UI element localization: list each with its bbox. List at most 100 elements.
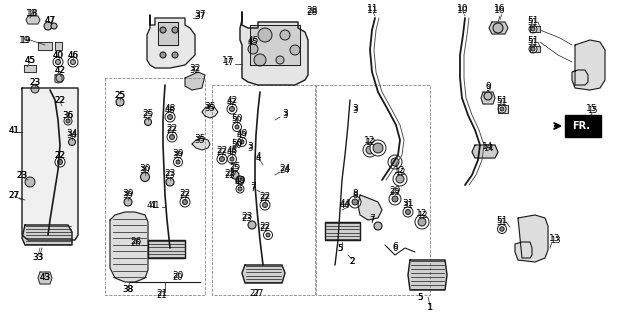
- Circle shape: [227, 104, 237, 114]
- Text: 3: 3: [282, 108, 288, 117]
- Text: 36: 36: [62, 110, 74, 119]
- Circle shape: [389, 193, 401, 205]
- Text: 10: 10: [457, 5, 468, 14]
- Text: 21: 21: [157, 291, 167, 300]
- Circle shape: [64, 117, 72, 125]
- Text: 5: 5: [417, 293, 423, 302]
- Text: 13: 13: [549, 236, 561, 244]
- Circle shape: [363, 143, 377, 157]
- Circle shape: [116, 98, 124, 106]
- Text: 12: 12: [365, 135, 376, 145]
- Text: 35: 35: [205, 101, 216, 110]
- Text: 49: 49: [237, 131, 247, 140]
- Text: 12: 12: [394, 165, 405, 174]
- Circle shape: [232, 123, 242, 132]
- Text: 45: 45: [24, 55, 36, 65]
- Text: 48: 48: [226, 146, 238, 155]
- Text: 23: 23: [241, 212, 253, 220]
- Polygon shape: [202, 106, 218, 118]
- Text: 11: 11: [367, 5, 379, 14]
- Circle shape: [370, 140, 386, 156]
- Text: 5: 5: [337, 244, 342, 252]
- Circle shape: [415, 215, 429, 229]
- Text: 1: 1: [427, 303, 433, 313]
- Text: 41: 41: [9, 125, 19, 134]
- Circle shape: [44, 22, 52, 30]
- Text: 47: 47: [44, 15, 56, 25]
- Circle shape: [165, 112, 175, 122]
- Text: 40: 40: [53, 51, 63, 60]
- Text: 4: 4: [255, 151, 261, 161]
- Polygon shape: [530, 46, 540, 52]
- Text: 7: 7: [369, 213, 375, 222]
- Text: 51: 51: [527, 15, 539, 25]
- Polygon shape: [408, 260, 447, 290]
- Text: 6: 6: [392, 242, 398, 251]
- Polygon shape: [472, 145, 498, 158]
- Text: 17: 17: [222, 58, 234, 67]
- Text: 51: 51: [497, 218, 507, 227]
- Text: 29: 29: [389, 186, 400, 195]
- Polygon shape: [22, 88, 78, 240]
- Text: 22: 22: [180, 190, 190, 199]
- Circle shape: [68, 57, 78, 67]
- Polygon shape: [325, 222, 360, 240]
- Text: 18: 18: [27, 9, 37, 18]
- Text: 5: 5: [417, 293, 423, 302]
- Text: 23: 23: [242, 213, 252, 222]
- Circle shape: [500, 227, 504, 231]
- Circle shape: [237, 138, 247, 147]
- Text: 25: 25: [115, 91, 125, 100]
- Circle shape: [66, 119, 70, 123]
- Text: 42: 42: [226, 95, 238, 105]
- Polygon shape: [185, 72, 205, 90]
- Text: 14: 14: [483, 143, 493, 153]
- Circle shape: [280, 30, 290, 40]
- Circle shape: [229, 107, 234, 111]
- Text: 15: 15: [586, 106, 597, 115]
- Circle shape: [392, 196, 398, 202]
- Text: 22: 22: [179, 188, 190, 197]
- Text: 42: 42: [54, 66, 66, 75]
- Circle shape: [529, 25, 537, 33]
- Polygon shape: [530, 26, 540, 32]
- Text: 45: 45: [248, 37, 258, 46]
- Polygon shape: [55, 74, 62, 83]
- Text: 15: 15: [586, 103, 598, 113]
- Text: 2: 2: [349, 258, 355, 267]
- Circle shape: [403, 207, 413, 217]
- Polygon shape: [38, 272, 52, 284]
- Text: 28: 28: [307, 5, 318, 14]
- Text: 22: 22: [260, 221, 271, 230]
- Circle shape: [373, 143, 383, 153]
- Circle shape: [254, 54, 266, 66]
- Polygon shape: [22, 225, 72, 245]
- FancyBboxPatch shape: [565, 115, 601, 137]
- Circle shape: [57, 159, 62, 164]
- Text: 10: 10: [457, 4, 468, 12]
- Polygon shape: [158, 22, 178, 45]
- Text: 39: 39: [122, 188, 133, 197]
- Circle shape: [167, 132, 177, 142]
- Text: 12: 12: [395, 167, 405, 177]
- Text: 3: 3: [247, 141, 253, 150]
- Circle shape: [124, 198, 132, 206]
- Polygon shape: [148, 240, 185, 258]
- Text: 33: 33: [33, 253, 43, 262]
- Text: 24: 24: [279, 164, 290, 172]
- Text: 25: 25: [114, 91, 125, 100]
- Circle shape: [266, 233, 270, 237]
- Circle shape: [160, 27, 166, 33]
- Circle shape: [140, 172, 150, 181]
- Text: 20: 20: [173, 273, 184, 282]
- Polygon shape: [38, 42, 52, 50]
- Text: 35: 35: [194, 133, 206, 142]
- Text: 27: 27: [8, 190, 20, 199]
- Text: 19: 19: [20, 36, 30, 44]
- Text: 27: 27: [250, 290, 260, 299]
- Text: 9: 9: [485, 84, 491, 92]
- Text: 20: 20: [172, 270, 184, 279]
- Circle shape: [248, 44, 258, 54]
- Text: 42: 42: [227, 98, 237, 107]
- Polygon shape: [26, 16, 40, 24]
